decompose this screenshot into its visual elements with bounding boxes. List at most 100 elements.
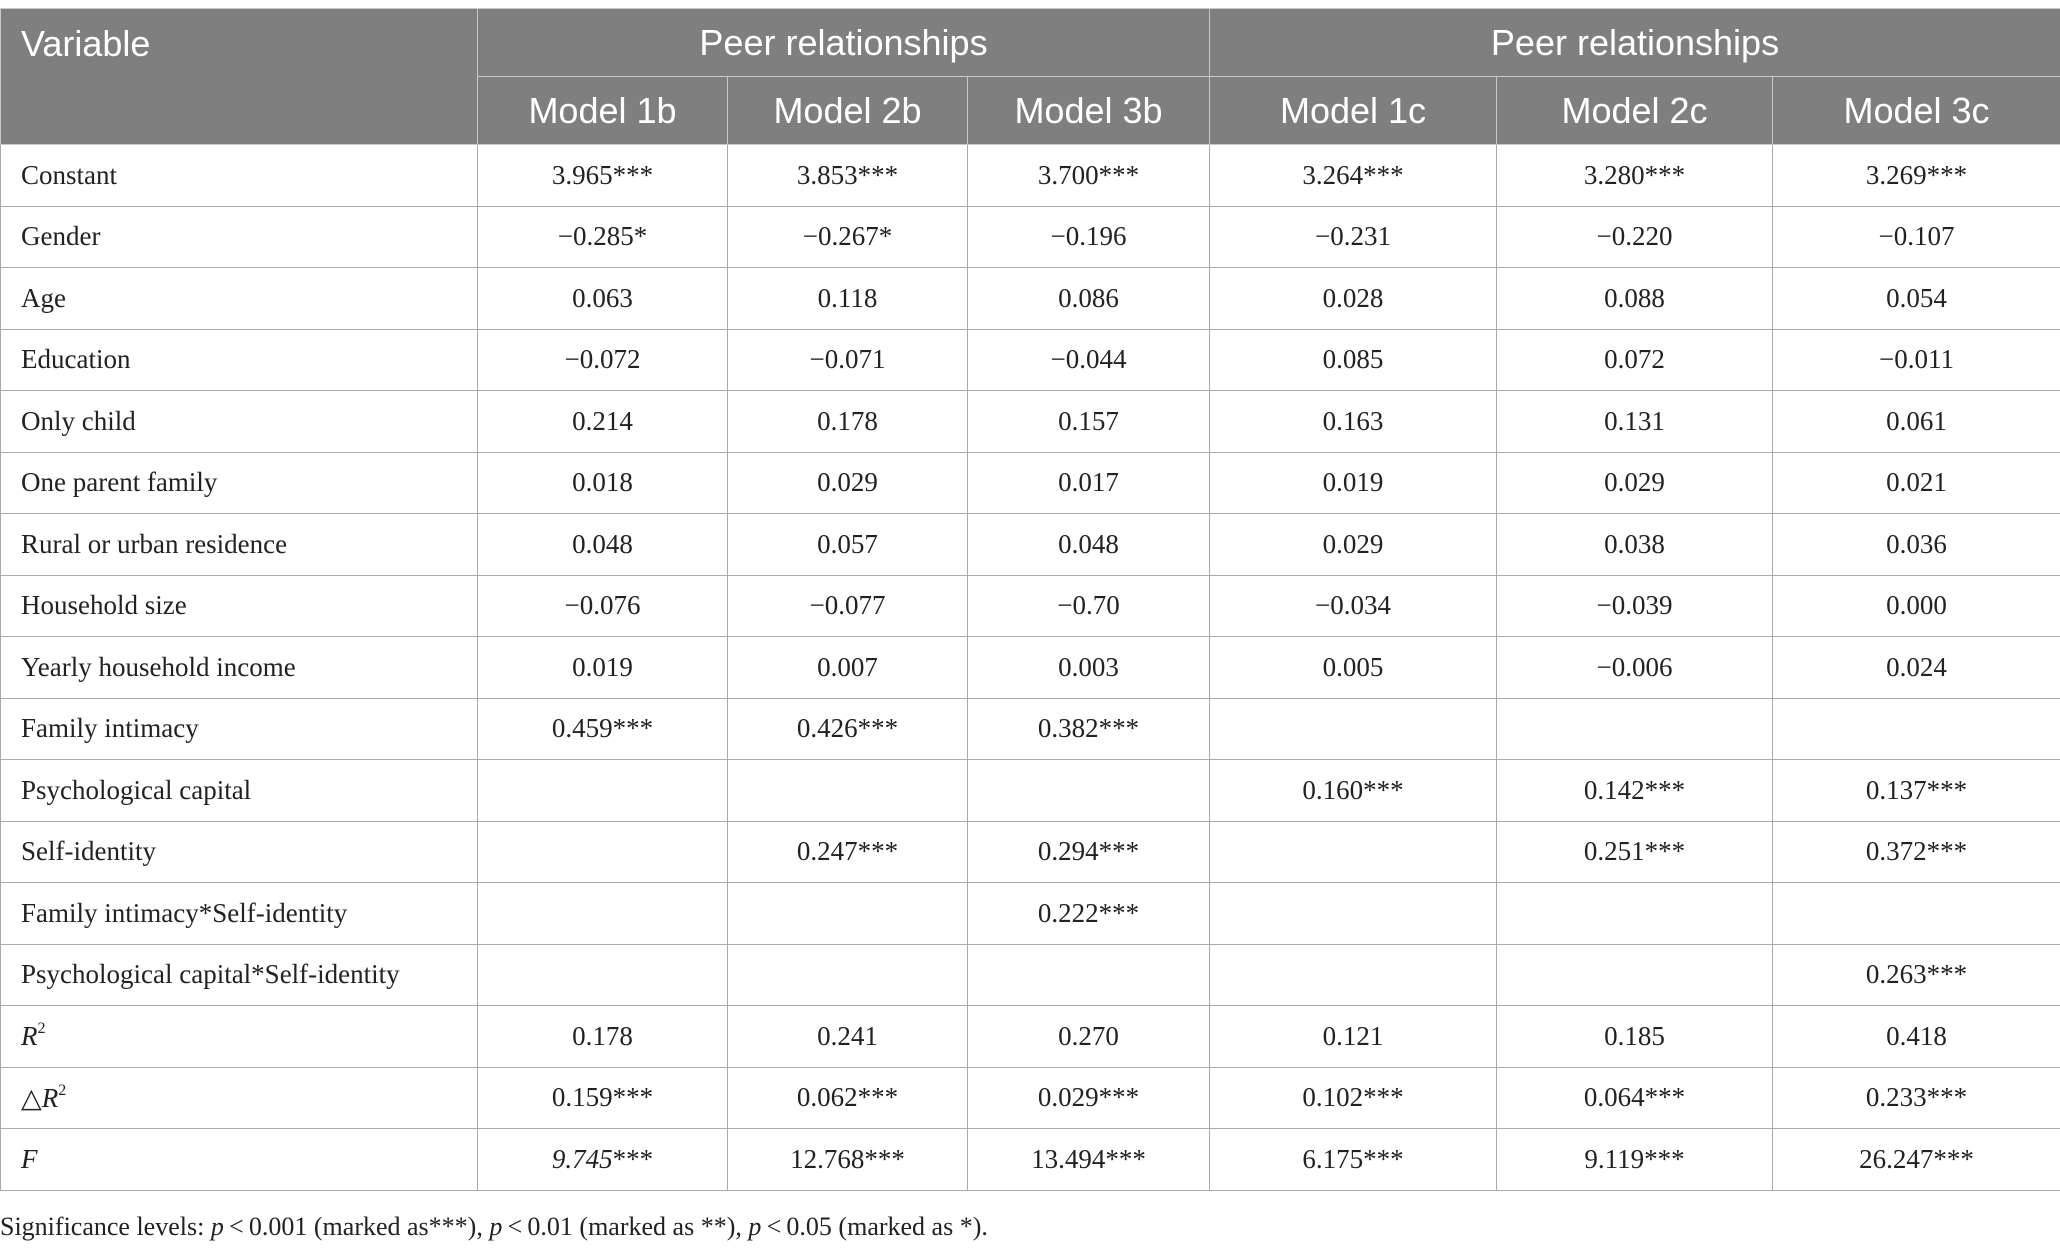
- table-cell: 0.054: [1772, 267, 2060, 330]
- table-cell: 0.241: [727, 1005, 968, 1068]
- table-cell: 12.768***: [727, 1128, 968, 1191]
- table-cell: 0.157: [967, 390, 1210, 453]
- table-cell: 0.178: [727, 390, 968, 453]
- table-row: Age 0.063 0.118 0.086 0.028 0.088 0.054: [0, 267, 2060, 330]
- table-cell: [727, 882, 968, 945]
- row-label: One parent family: [0, 451, 478, 514]
- table-cell: [1209, 820, 1497, 883]
- table-cell: −0.072: [477, 328, 728, 391]
- row-label: Psychological capital: [0, 759, 478, 822]
- table-cell: 0.185: [1496, 1005, 1773, 1068]
- table-cell: 0.294***: [967, 820, 1210, 883]
- table-cell: [967, 759, 1210, 822]
- table-cell: 0.061: [1772, 390, 2060, 453]
- table-cell: 0.426***: [727, 697, 968, 760]
- table-cell: 0.007: [727, 636, 968, 699]
- model-header: Model 1b: [477, 76, 728, 145]
- table-cell: [477, 820, 728, 883]
- table-cell: 0.222***: [967, 882, 1210, 945]
- table-cell: 0.021: [1772, 451, 2060, 514]
- table-cell: 0.233***: [1772, 1066, 2060, 1129]
- table-cell: 0.160***: [1209, 759, 1497, 822]
- row-label: Yearly household income: [0, 636, 478, 699]
- table-cell: [1772, 882, 2060, 945]
- table-cell: 3.853***: [727, 144, 968, 207]
- table-cell: −0.196: [967, 205, 1210, 268]
- table-row: Psychological capital 0.160*** 0.142*** 0.1…: [0, 759, 2060, 822]
- table-row: Self-identity 0.247*** 0.294*** 0.251*** 0.3…: [0, 820, 2060, 883]
- table-cell: [1496, 697, 1773, 760]
- row-label: Family intimacy*Self-identity: [0, 882, 478, 945]
- row-label: Education: [0, 328, 478, 391]
- model-header: Model 3b: [967, 76, 1210, 145]
- table-cell: 0.018: [477, 451, 728, 514]
- table-cell: 0.178: [477, 1005, 728, 1068]
- model-header: Model 3c: [1772, 76, 2060, 145]
- table-cell: −0.267*: [727, 205, 968, 268]
- group-header-1: Peer relationships: [477, 8, 1210, 77]
- table-cell: 9.119***: [1496, 1128, 1773, 1191]
- model-header: Model 2c: [1496, 76, 1773, 145]
- table-cell: 0.086: [967, 267, 1210, 330]
- table-cell: −0.039: [1496, 574, 1773, 637]
- table-cell: 0.263***: [1772, 943, 2060, 1006]
- table-cell: 0.159***: [477, 1066, 728, 1129]
- table-cell: 13.494***: [967, 1128, 1210, 1191]
- table-cell: 0.163: [1209, 390, 1497, 453]
- table-cell: 6.175***: [1209, 1128, 1497, 1191]
- table-cell: 0.088: [1496, 267, 1773, 330]
- table-row: Rural or urban residence 0.048 0.057 0.048 0…: [0, 513, 2060, 576]
- table-cell: 0.019: [477, 636, 728, 699]
- table-cell: 0.085: [1209, 328, 1497, 391]
- table-row-delta-r2: △R2 0.159*** 0.062*** 0.029*** 0.102*** …: [0, 1066, 2060, 1129]
- header-row-groups: Variable Peer relationships Peer relatio…: [0, 8, 2060, 145]
- table-cell: −0.107: [1772, 205, 2060, 268]
- table-row: Family intimacy*Self-identity 0.222***: [0, 882, 2060, 945]
- table-cell: −0.285*: [477, 205, 728, 268]
- table-cell: 0.063: [477, 267, 728, 330]
- table-row: Family intimacy 0.459*** 0.426*** 0.382***: [0, 697, 2060, 760]
- table-cell: 0.251***: [1496, 820, 1773, 883]
- table-cell: 0.029***: [967, 1066, 1210, 1129]
- table-cell: 0.024: [1772, 636, 2060, 699]
- group-header-2: Peer relationships: [1209, 8, 2060, 77]
- table-cell: 0.418: [1772, 1005, 2060, 1068]
- table-row-f: F 9.745*** 12.768*** 13.494*** 6.175*** …: [0, 1128, 2060, 1191]
- table-cell: 0.028: [1209, 267, 1497, 330]
- table-cell: 0.029: [1209, 513, 1497, 576]
- table-cell: 0.382***: [967, 697, 1210, 760]
- table-row: Yearly household income 0.019 0.007 0.003 0.…: [0, 636, 2060, 699]
- table-row: Psychological capital*Self-identity 0.263…: [0, 943, 2060, 1006]
- table-cell: 0.003: [967, 636, 1210, 699]
- row-label: Psychological capital*Self-identity: [0, 943, 478, 1006]
- row-label: Rural or urban residence: [0, 513, 478, 576]
- table-cell: 0.038: [1496, 513, 1773, 576]
- table-cell: −0.077: [727, 574, 968, 637]
- table-cell: −0.044: [967, 328, 1210, 391]
- table-row: Only child 0.214 0.178 0.157 0.163 0.131 0.061: [0, 390, 2060, 453]
- table-cell: [967, 943, 1210, 1006]
- table-cell: 0.131: [1496, 390, 1773, 453]
- table-row: One parent family 0.018 0.029 0.017 0.019 0.0…: [0, 451, 2060, 514]
- table-cell: 9.745***: [477, 1128, 728, 1191]
- table-cell: 0.029: [1496, 451, 1773, 514]
- triangle-icon: △: [21, 1082, 42, 1113]
- row-label: Household size: [0, 574, 478, 637]
- table-cell: 0.017: [967, 451, 1210, 514]
- table-row: Gender −0.285* −0.267* −0.196 −0.231 −0.220 −0…: [0, 205, 2060, 268]
- table-cell: −0.220: [1496, 205, 1773, 268]
- table-cell: 0.118: [727, 267, 968, 330]
- row-label: Gender: [0, 205, 478, 268]
- regression-table: Variable Peer relationships Peer relatio…: [0, 8, 2060, 1191]
- table-cell: 0.019: [1209, 451, 1497, 514]
- table-cell: 0.102***: [1209, 1066, 1497, 1129]
- row-label: Self-identity: [0, 820, 478, 883]
- table-cell: 0.000: [1772, 574, 2060, 637]
- row-label: Age: [0, 267, 478, 330]
- table-cell: [477, 759, 728, 822]
- table-cell: [477, 882, 728, 945]
- table-cell: 0.121: [1209, 1005, 1497, 1068]
- table-cell: 0.247***: [727, 820, 968, 883]
- table-cell: 0.137***: [1772, 759, 2060, 822]
- table-row: Constant 3.965*** 3.853*** 3.700*** 3.264***…: [0, 144, 2060, 207]
